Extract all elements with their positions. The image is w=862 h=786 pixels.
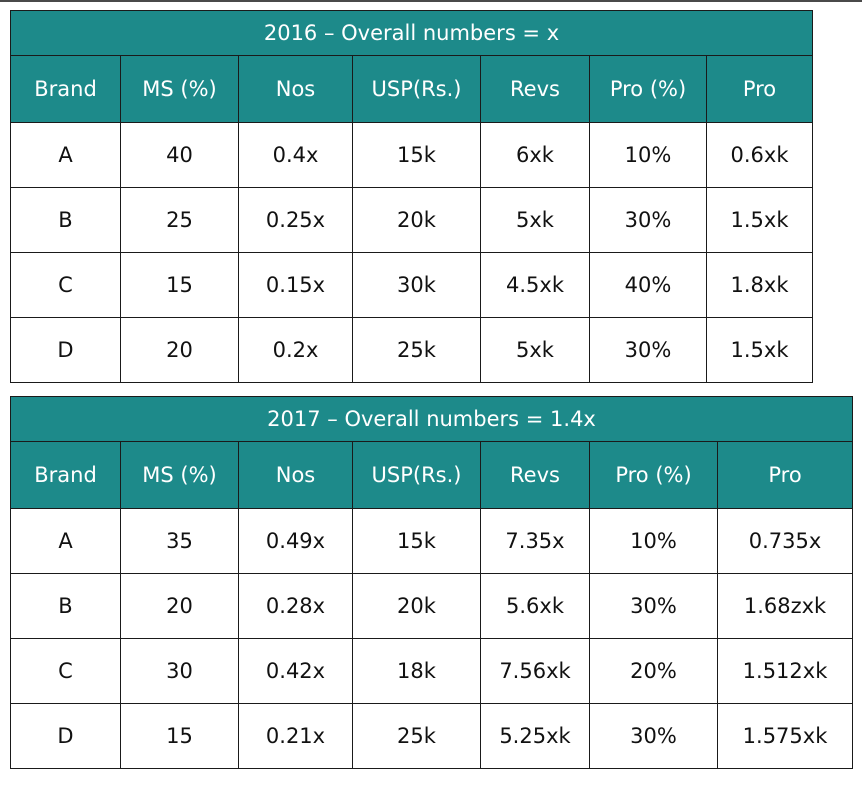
cell-revs: 7.35x xyxy=(480,508,590,574)
table-2017: 2017 – Overall numbers = 1.4x Brand MS (… xyxy=(9,396,854,769)
header-row: Brand MS (%) Nos USP(Rs.) Revs Pro (%) P… xyxy=(10,55,813,123)
cell-revs: 4.5xk xyxy=(480,252,590,318)
cell-brand: C xyxy=(10,252,121,318)
cell-pro: 1.512xk xyxy=(716,638,854,704)
cell-pro: 1.5xk xyxy=(706,317,813,383)
column-header-brand: Brand xyxy=(10,55,121,123)
cell-nos: 0.28x xyxy=(238,573,353,639)
cell-brand: D xyxy=(10,317,121,383)
cell-usp: 15k xyxy=(352,122,481,188)
column-header-nos: Nos xyxy=(238,441,353,509)
top-rule xyxy=(0,0,862,2)
cell-market-share: 20 xyxy=(120,573,239,639)
cell-market-share: 20 xyxy=(120,317,239,383)
cell-nos: 0.49x xyxy=(238,508,353,574)
cell-pro-percent: 20% xyxy=(589,638,718,704)
cell-usp: 15k xyxy=(352,508,481,574)
cell-revs: 5.25xk xyxy=(480,703,590,769)
cell-brand: D xyxy=(10,703,121,769)
cell-nos: 0.25x xyxy=(238,187,353,253)
cell-pro-percent: 40% xyxy=(589,252,707,318)
table-row: C 15 0.15x 30k 4.5xk 40% 1.8xk xyxy=(10,252,813,318)
cell-brand: A xyxy=(10,122,121,188)
cell-pro: 1.68zxk xyxy=(716,573,854,639)
cell-nos: 0.15x xyxy=(238,252,353,318)
table-row: A 35 0.49x 15k 7.35x 10% 0.735x xyxy=(10,508,854,574)
cell-pro-percent: 30% xyxy=(589,187,707,253)
cell-usp: 30k xyxy=(352,252,481,318)
cell-market-share: 15 xyxy=(120,252,239,318)
cell-revs: 5xk xyxy=(480,187,590,253)
table-row: C 30 0.42x 18k 7.56xk 20% 1.512xk xyxy=(10,638,854,704)
cell-revs: 5xk xyxy=(480,317,590,383)
cell-market-share: 35 xyxy=(120,508,239,574)
cell-usp: 18k xyxy=(352,638,481,704)
cell-pro: 1.575xk xyxy=(716,703,854,769)
cell-nos: 0.42x xyxy=(238,638,353,704)
table-row: B 20 0.28x 20k 5.6xk 30% 1.68zxk xyxy=(10,573,854,639)
cell-brand: C xyxy=(10,638,121,704)
cell-pro-percent: 30% xyxy=(589,703,718,769)
cell-revs: 5.6xk xyxy=(480,573,590,639)
cell-market-share: 40 xyxy=(120,122,239,188)
header-row: Brand MS (%) Nos USP(Rs.) Revs Pro (%) P… xyxy=(10,441,854,509)
column-header-revs: Revs xyxy=(480,55,590,123)
cell-nos: 0.4x xyxy=(238,122,353,188)
cell-usp: 25k xyxy=(352,317,481,383)
column-header-usp: USP(Rs.) xyxy=(352,441,481,509)
column-header-market-share: MS (%) xyxy=(120,441,239,509)
cell-pro-percent: 10% xyxy=(589,508,718,574)
cell-revs: 7.56xk xyxy=(480,638,590,704)
column-header-usp: USP(Rs.) xyxy=(352,55,481,123)
column-header-market-share: MS (%) xyxy=(120,55,239,123)
column-header-pro-percent: Pro (%) xyxy=(589,441,718,509)
table-title: 2017 – Overall numbers = 1.4x xyxy=(9,396,854,442)
table-title: 2016 – Overall numbers = x xyxy=(10,10,813,56)
cell-pro: 0.6xk xyxy=(706,122,813,188)
cell-nos: 0.2x xyxy=(238,317,353,383)
column-header-nos: Nos xyxy=(238,55,353,123)
column-header-revs: Revs xyxy=(480,441,590,509)
cell-usp: 20k xyxy=(352,187,481,253)
cell-usp: 20k xyxy=(352,573,481,639)
cell-brand: B xyxy=(10,573,121,639)
table-title-row: 2017 – Overall numbers = 1.4x xyxy=(9,396,854,442)
cell-pro-percent: 30% xyxy=(589,573,718,639)
column-header-pro-percent: Pro (%) xyxy=(589,55,707,123)
table-row: A 40 0.4x 15k 6xk 10% 0.6xk xyxy=(10,122,813,188)
table-row: D 15 0.21x 25k 5.25xk 30% 1.575xk xyxy=(10,703,854,769)
column-header-pro: Pro xyxy=(706,55,813,123)
table-row: D 20 0.2x 25k 5xk 30% 1.5xk xyxy=(10,317,813,383)
cell-nos: 0.21x xyxy=(238,703,353,769)
cell-brand: A xyxy=(10,508,121,574)
cell-pro: 1.5xk xyxy=(706,187,813,253)
table-2016: 2016 – Overall numbers = x Brand MS (%) … xyxy=(10,10,813,383)
cell-pro-percent: 10% xyxy=(589,122,707,188)
table-title-row: 2016 – Overall numbers = x xyxy=(10,10,813,56)
cell-market-share: 15 xyxy=(120,703,239,769)
column-header-pro: Pro xyxy=(716,441,854,509)
cell-market-share: 25 xyxy=(120,187,239,253)
table-row: B 25 0.25x 20k 5xk 30% 1.5xk xyxy=(10,187,813,253)
cell-usp: 25k xyxy=(352,703,481,769)
cell-market-share: 30 xyxy=(120,638,239,704)
cell-revs: 6xk xyxy=(480,122,590,188)
cell-pro: 1.8xk xyxy=(706,252,813,318)
cell-pro: 0.735x xyxy=(716,508,854,574)
cell-brand: B xyxy=(10,187,121,253)
column-header-brand: Brand xyxy=(10,441,121,509)
cell-pro-percent: 30% xyxy=(589,317,707,383)
